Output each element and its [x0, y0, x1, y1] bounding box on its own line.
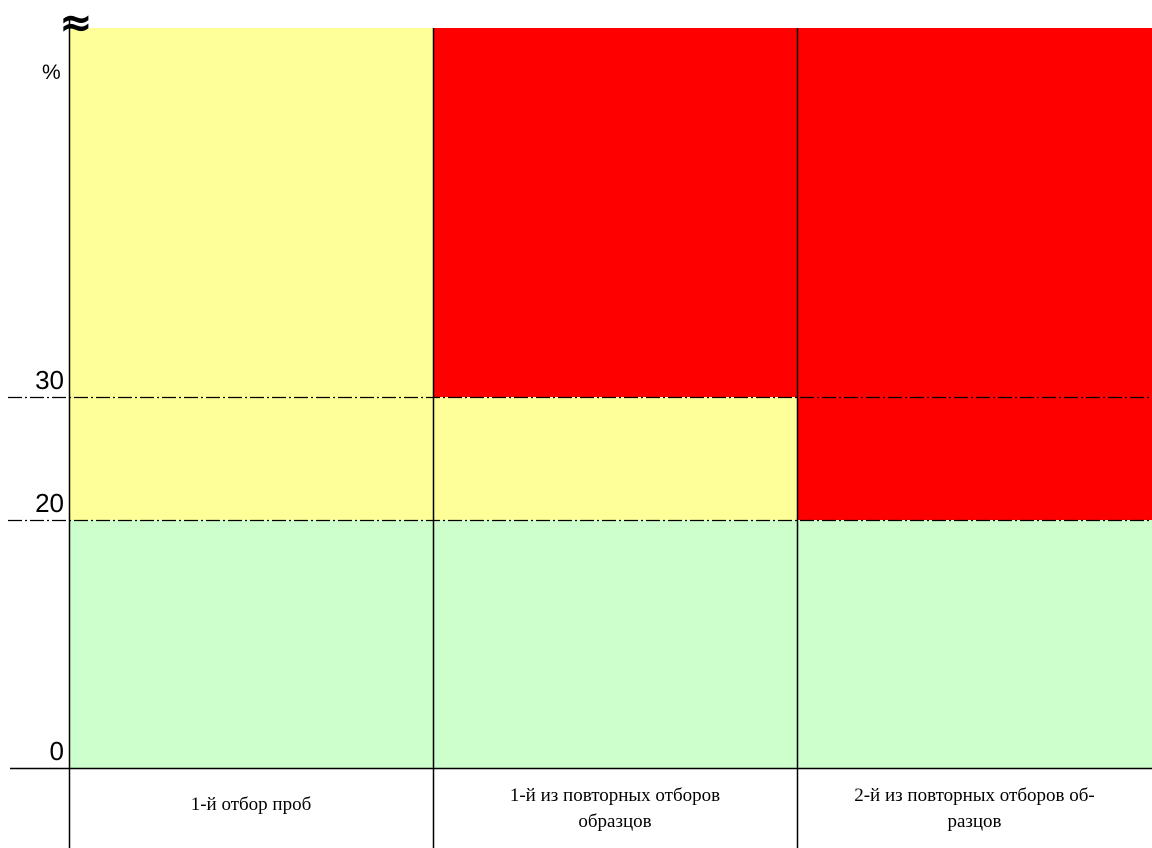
zone-band-col2-1: [433, 520, 797, 768]
axis-break-symbol: ≈: [59, 0, 93, 46]
zone-band-col3-3: [797, 28, 1152, 397]
zone-band-col1-2: [69, 397, 433, 520]
zone-band-col1-3: [69, 28, 433, 397]
y-tick-label-0: 0: [50, 736, 64, 766]
y-axis-unit-label: %: [42, 61, 61, 84]
y-tick-label-20: 20: [35, 488, 64, 518]
category-label-2-line-2: образцов: [578, 811, 651, 832]
zone-band-col1-1: [69, 520, 433, 768]
threshold-lines: [8, 396, 1152, 522]
y-tick-label-30: 30: [35, 365, 64, 395]
zone-bands: [69, 28, 1152, 768]
category-label-3-line-2: разцов: [947, 811, 1001, 832]
zone-band-col3-2: [797, 397, 1152, 520]
axis-labels: ≈% 0 20 30 1-й отбор проб 1-й из повторных от…: [35, 0, 1095, 832]
axes: [10, 18, 1152, 848]
category-label-1-line-1: 1-й отбор проб: [191, 794, 312, 815]
category-label-3-line-1: 2-й из повторных отборов об-: [854, 785, 1095, 806]
zone-band-col3-1: [797, 520, 1152, 768]
zone-band-col2-3: [433, 28, 797, 397]
zone-band-col2-2: [433, 397, 797, 520]
category-label-2-line-1: 1-й из повторных отборов: [510, 785, 720, 806]
